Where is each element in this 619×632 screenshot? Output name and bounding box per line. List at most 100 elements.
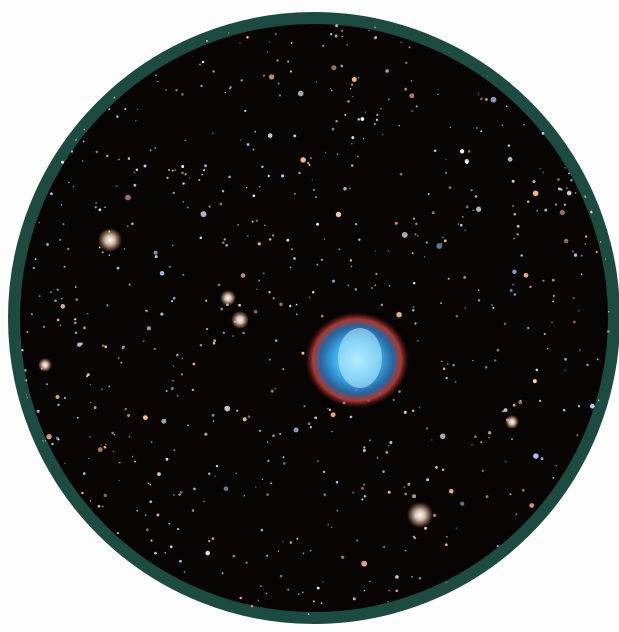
star [363, 494, 367, 498]
star [533, 65, 537, 69]
star [76, 542, 80, 546]
star [573, 141, 576, 144]
star [445, 158, 447, 161]
star [496, 348, 500, 352]
star [363, 483, 366, 486]
star [31, 313, 33, 315]
star [352, 491, 355, 494]
star [439, 613, 443, 616]
star [554, 571, 557, 574]
star [505, 105, 508, 108]
star [154, 147, 157, 150]
star [362, 449, 366, 452]
star [527, 200, 530, 203]
star [108, 385, 111, 388]
star [67, 247, 70, 251]
star [347, 100, 350, 103]
star [457, 223, 460, 225]
star [30, 167, 37, 174]
star [89, 436, 91, 438]
star [509, 493, 512, 496]
star [543, 20, 547, 24]
star [454, 381, 457, 383]
star [549, 534, 552, 536]
star [369, 439, 371, 442]
star [287, 60, 290, 63]
star [168, 522, 171, 525]
star [322, 44, 325, 47]
star [533, 67, 536, 70]
star [179, 559, 182, 563]
star [153, 347, 156, 351]
star [478, 93, 480, 95]
star [59, 324, 62, 327]
star [184, 139, 187, 142]
star [182, 201, 184, 203]
star [267, 174, 270, 178]
star [154, 255, 158, 259]
star [146, 326, 151, 331]
star [539, 399, 542, 402]
star [380, 303, 384, 307]
star [596, 190, 602, 196]
star [493, 359, 497, 362]
star [578, 310, 580, 312]
star [505, 461, 507, 463]
star [484, 365, 488, 369]
star [94, 549, 97, 552]
star [197, 27, 201, 30]
star [223, 486, 229, 492]
star [584, 243, 587, 245]
star [363, 590, 366, 592]
star [189, 177, 191, 179]
star [529, 503, 535, 508]
star [57, 128, 60, 132]
star [376, 457, 379, 459]
star [254, 130, 257, 133]
star [398, 390, 401, 393]
star [29, 167, 35, 173]
star [518, 400, 523, 405]
star [87, 99, 89, 101]
star [444, 543, 448, 547]
star [204, 164, 208, 168]
star [355, 222, 358, 226]
star [109, 20, 113, 21]
star [205, 299, 208, 302]
star [527, 326, 530, 330]
star [584, 88, 588, 92]
star [236, 409, 239, 412]
star [509, 288, 513, 292]
star [554, 203, 558, 206]
star [350, 164, 354, 167]
star [441, 236, 444, 239]
star [604, 46, 607, 50]
star [62, 223, 65, 226]
star [600, 18, 602, 20]
star [135, 120, 137, 122]
star [172, 379, 174, 382]
star [145, 528, 149, 532]
star [320, 314, 324, 318]
star [28, 573, 32, 577]
star [116, 185, 118, 187]
star [392, 398, 395, 401]
star [287, 589, 289, 591]
star [242, 331, 245, 335]
star [98, 208, 102, 212]
star [512, 269, 517, 275]
star [266, 51, 268, 53]
star [272, 434, 275, 438]
star [480, 130, 483, 132]
star [281, 174, 285, 178]
star [536, 209, 539, 212]
star [551, 321, 553, 324]
star [200, 211, 207, 218]
star [232, 335, 234, 337]
star [400, 22, 403, 25]
star [523, 123, 525, 126]
star [240, 273, 246, 278]
star [584, 493, 587, 496]
star [212, 70, 215, 73]
star [320, 602, 323, 605]
